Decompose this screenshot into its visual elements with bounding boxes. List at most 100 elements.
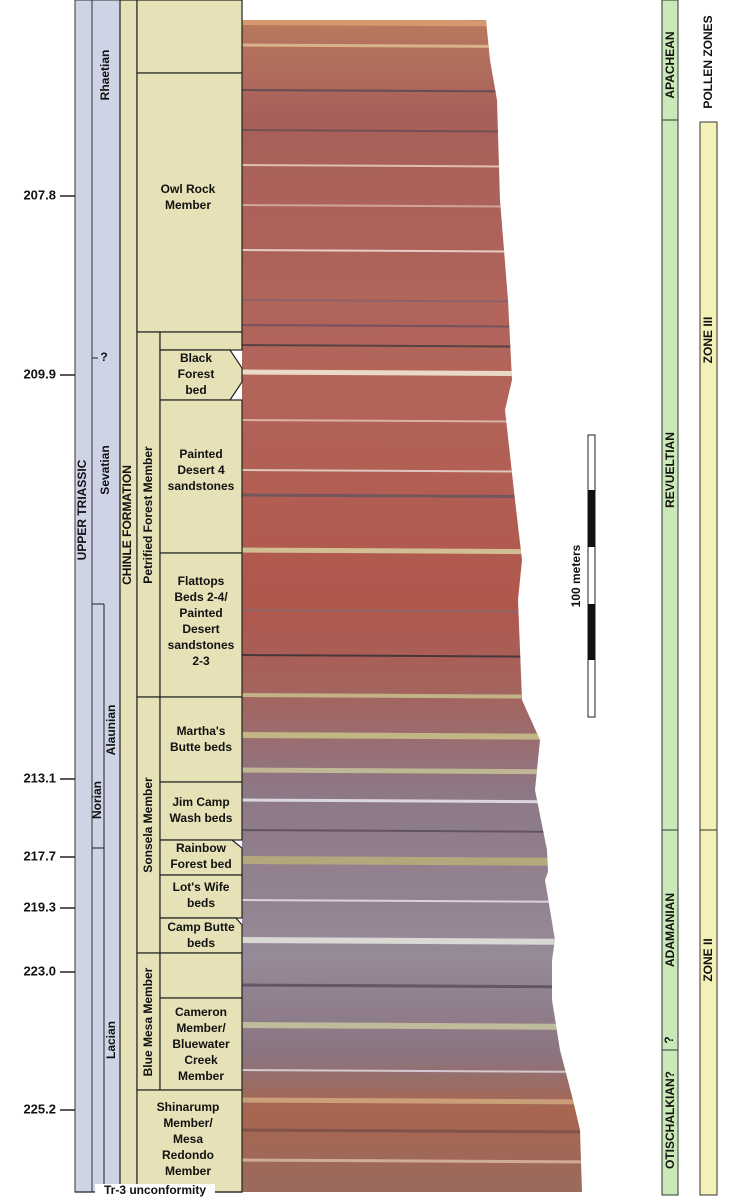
bed-label: Martha's (177, 724, 226, 738)
bed-label: Rainbow (176, 841, 227, 855)
faunal-zone-label: OTISCHALKIAN? (663, 1071, 677, 1169)
top-unit (136, 0, 243, 74)
scale-segment (588, 604, 595, 660)
series-column (74, 0, 93, 1193)
bed-box (159, 696, 243, 783)
bed-label: bed (185, 383, 206, 397)
pollen-zone-label: ZONE II (701, 938, 715, 981)
rock-layer (242, 767, 582, 775)
bed-label: Flattops (178, 574, 225, 588)
uncertain-mark: ? (100, 350, 107, 364)
rock-illustration (242, 20, 582, 1192)
bed-label: Member (178, 1069, 224, 1083)
series-label: UPPER TRIASSIC (75, 459, 89, 560)
member-label: Member (165, 198, 211, 212)
rock-layer (242, 547, 582, 555)
rock-layer (242, 43, 582, 49)
bed-label: Lot's Wife (173, 880, 230, 894)
rock-layer (242, 493, 582, 499)
member-label: Blue Mesa Member (141, 967, 155, 1076)
bed-box (159, 917, 243, 954)
stage-label: Lacian (104, 1021, 118, 1059)
bed-label: Redondo (162, 1148, 214, 1162)
scale-bar (587, 434, 596, 718)
member-label: Petrified Forest Member (141, 446, 155, 584)
bed-label: Butte beds (170, 740, 232, 754)
bed-label: Member/ (176, 1021, 226, 1035)
member-label: Owl Rock (161, 182, 216, 196)
stage-label: Sevatian (98, 445, 112, 494)
bed-box (159, 997, 243, 1091)
bed-label: Wash beds (170, 811, 233, 825)
rock-layer (242, 1128, 582, 1134)
bed-label: beds (187, 896, 215, 910)
bed-label: Desert 4 (177, 463, 225, 477)
rock-layer (242, 732, 582, 740)
rock-layer (242, 829, 582, 833)
rock-layer (242, 1022, 582, 1030)
stage-label: Rhaetian (98, 50, 112, 101)
unconformity-label: Tr-3 unconformity (104, 1183, 206, 1197)
age-label: 207.8 (23, 187, 56, 202)
bed-label: Desert (182, 622, 219, 636)
bed-box (159, 839, 243, 876)
owl-rock-box (136, 72, 243, 333)
bed-label: Member/ (163, 1116, 213, 1130)
uncertain-mark: ? (662, 1036, 676, 1043)
bed-label: Forest bed (170, 857, 231, 871)
faunal-column (661, 0, 679, 1196)
rock-layer (242, 20, 582, 27)
bed-box (159, 874, 243, 919)
bed-label: Painted (179, 606, 222, 620)
age-label: 217.7 (23, 848, 56, 863)
bed-label: 2-3 (192, 654, 210, 668)
bed-label: Jim Camp (172, 795, 229, 809)
formation-label: CHINLE FORMATION (120, 465, 134, 585)
bed-label: sandstones (168, 638, 235, 652)
bed-label: Cameron (175, 1005, 227, 1019)
rock-layer (242, 693, 582, 699)
bed-label: Creek (184, 1053, 218, 1067)
bed-label: Beds 2-4/ (174, 590, 228, 604)
bed-box (136, 1089, 243, 1193)
label-bg (95, 1184, 215, 1197)
age-label: 219.3 (23, 899, 56, 914)
bed-label: Bluewater (172, 1037, 230, 1051)
rock-layer (242, 899, 582, 903)
bed-box (159, 952, 243, 999)
member-label: Sonsela Member (141, 777, 155, 873)
faunal-zone-label: REVUELTIAN (663, 432, 677, 508)
bed-label: Camp Butte (167, 920, 235, 934)
rock-layer (242, 369, 582, 377)
bed-box (159, 399, 243, 554)
stage-label: Norian (90, 781, 104, 819)
bed-label: sandstones (168, 479, 235, 493)
stage-label: Alaunian (104, 705, 118, 756)
scale-label: 100 meters (569, 544, 583, 607)
bed-label: beds (187, 936, 215, 950)
pollen-column (699, 121, 718, 1196)
age-label: 225.2 (23, 1101, 56, 1116)
bed-label: Shinarump (157, 1100, 220, 1114)
rock-layer (242, 983, 582, 989)
age-label: 213.1 (23, 770, 56, 785)
pollen-title: POLLEN ZONES (701, 15, 715, 108)
faunal-zone-label: APACHEAN (663, 31, 677, 98)
bed-label: Black (180, 351, 212, 365)
age-label: 209.9 (23, 366, 56, 381)
rock-layer (242, 1097, 582, 1105)
rock-layer (242, 1158, 582, 1164)
bed-label: Mesa (173, 1132, 203, 1146)
formation-column (119, 0, 138, 1193)
pollen-zone-label: ZONE III (701, 317, 715, 364)
faunal-zone-label: ADAMANIAN (663, 893, 677, 967)
age-label: 223.0 (23, 963, 56, 978)
bed-label: Painted (179, 447, 222, 461)
bed-label: Member (165, 1164, 211, 1178)
scale-segment (588, 490, 595, 547)
rock-layer (242, 937, 582, 945)
bed-box (159, 552, 243, 698)
rock-face (242, 20, 582, 1192)
